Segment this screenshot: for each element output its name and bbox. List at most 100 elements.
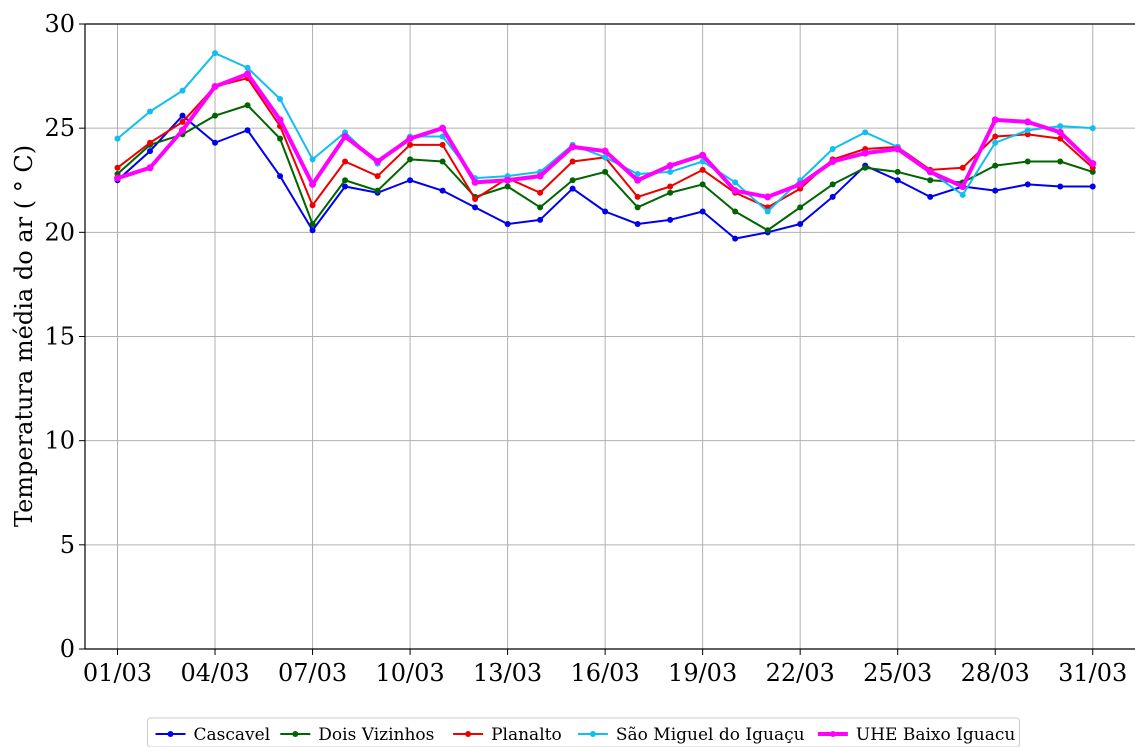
data-point <box>439 141 446 148</box>
series-group <box>114 50 1097 242</box>
data-point <box>536 172 544 180</box>
data-point <box>602 168 609 175</box>
data-point <box>1057 183 1064 190</box>
data-point <box>439 133 446 140</box>
data-point <box>1024 158 1031 165</box>
data-point <box>731 187 739 195</box>
data-point <box>406 135 414 143</box>
data-point <box>342 158 349 165</box>
data-point <box>764 193 772 201</box>
data-point <box>699 151 707 159</box>
data-point <box>601 147 609 155</box>
x-tick-label: 25/03 <box>863 659 932 687</box>
data-point <box>927 177 934 184</box>
data-point <box>764 208 771 215</box>
data-point <box>667 168 674 175</box>
data-point <box>537 204 544 211</box>
data-point <box>179 87 186 94</box>
legend-swatch-marker <box>465 731 472 737</box>
data-point <box>277 173 284 180</box>
x-axis-ticks: 01/03 04/03 07/03 10/03 13/03 16/03 19/03 22/03… <box>83 649 1127 687</box>
data-point <box>602 154 609 161</box>
y-axis-ticks: 0 5 10 15 20 25 30 <box>44 10 85 663</box>
data-point <box>1024 181 1031 188</box>
data-point <box>147 108 154 115</box>
y-tick-label: 20 <box>44 218 75 246</box>
data-point <box>732 208 739 215</box>
data-point <box>439 187 446 194</box>
data-point <box>211 83 219 90</box>
data-point <box>829 146 836 152</box>
data-point <box>212 139 219 146</box>
data-point <box>862 164 869 171</box>
y-tick-label: 15 <box>44 323 75 351</box>
legend-swatch-marker <box>589 731 596 737</box>
data-point <box>732 235 739 242</box>
data-point <box>1089 125 1096 132</box>
data-point <box>1057 123 1064 130</box>
y-tick-label: 10 <box>44 427 75 455</box>
data-point <box>667 189 674 196</box>
data-point <box>894 177 901 184</box>
data-point <box>796 180 804 188</box>
data-point <box>992 139 999 146</box>
data-point <box>829 193 836 200</box>
data-point <box>179 126 187 134</box>
data-point <box>959 164 966 171</box>
data-point <box>797 221 804 227</box>
data-point <box>699 181 706 188</box>
data-point <box>732 179 739 186</box>
y-tick-label: 0 <box>60 635 75 663</box>
y-tick-label: 5 <box>60 531 75 559</box>
data-point <box>471 178 479 186</box>
data-point <box>244 102 251 109</box>
data-point <box>114 135 121 142</box>
data-point <box>602 208 609 215</box>
data-point <box>1089 183 1096 190</box>
data-point <box>147 139 154 146</box>
x-tick-label: 01/03 <box>83 659 152 687</box>
legend-swatch-marker <box>829 731 836 737</box>
x-tick-label: 10/03 <box>375 659 444 687</box>
x-tick-label: 04/03 <box>180 659 249 687</box>
data-point <box>407 156 414 163</box>
y-axis-label: Temperatura média do ar ( ° C) <box>10 145 38 527</box>
data-point <box>1089 160 1097 168</box>
y-tick-label: 25 <box>44 114 75 142</box>
data-point <box>212 112 219 119</box>
x-tick-label: 19/03 <box>668 659 737 687</box>
data-point <box>829 158 837 165</box>
data-point <box>894 145 902 153</box>
data-point <box>244 127 251 134</box>
data-point <box>504 183 511 190</box>
x-tick-label: 28/03 <box>961 659 1030 687</box>
data-point <box>992 162 999 169</box>
data-point <box>959 191 966 198</box>
x-tick-label: 07/03 <box>278 659 347 687</box>
legend-item: Cascavel <box>155 725 270 745</box>
legend-item: São Miguel do Iguaçu <box>577 725 805 745</box>
data-point <box>439 124 447 132</box>
data-point <box>569 158 576 165</box>
data-point <box>634 193 641 200</box>
data-point <box>179 118 186 125</box>
data-point <box>634 221 641 227</box>
data-point <box>1057 135 1064 142</box>
data-point <box>699 208 706 215</box>
data-point <box>699 166 706 173</box>
data-point <box>114 164 121 171</box>
data-point <box>472 204 479 211</box>
legend-swatch-marker <box>167 731 174 737</box>
data-point <box>569 177 576 184</box>
legend-label: Dois Vizinhos <box>318 725 434 745</box>
data-point <box>341 133 349 140</box>
x-tick-label: 13/03 <box>473 659 542 687</box>
data-point <box>1024 118 1032 126</box>
data-point <box>309 202 316 209</box>
legend-label: UHE Baixo Iguacu <box>856 725 1015 745</box>
data-point <box>309 221 316 227</box>
y-tick-label: 30 <box>44 10 75 38</box>
data-point <box>342 177 349 184</box>
series-uhe-baixo-iguacu <box>114 70 1097 201</box>
